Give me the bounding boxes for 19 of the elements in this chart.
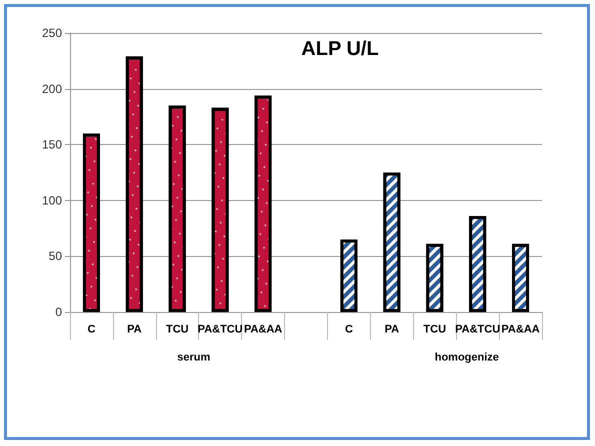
- x-tick-label: TCU: [166, 324, 189, 336]
- y-tick-label: 250: [42, 26, 62, 40]
- x-tick-label: C: [344, 324, 353, 336]
- x-tick-label: PA&AA: [501, 324, 540, 336]
- y-tick-label: 200: [42, 82, 62, 96]
- x-tick-label: TCU: [423, 324, 446, 336]
- text: serum: [177, 352, 210, 364]
- chart-title: ALP U/L: [301, 38, 379, 60]
- y-tick-label: 50: [48, 249, 62, 264]
- x-tick-label: C: [87, 324, 96, 336]
- x-tick-label: PA&TCU: [455, 324, 500, 336]
- y-tick-label: 100: [42, 193, 62, 208]
- text: homogenize: [434, 352, 499, 364]
- y-tick-label: 150: [42, 138, 62, 152]
- x-tick-label: PA: [127, 324, 142, 336]
- x-tick-label: PA: [384, 324, 400, 336]
- x-tick-label: PA&AA: [244, 324, 282, 336]
- x-tick-label: PA&TCU: [198, 324, 243, 336]
- y-tick-label: 0: [55, 305, 62, 319]
